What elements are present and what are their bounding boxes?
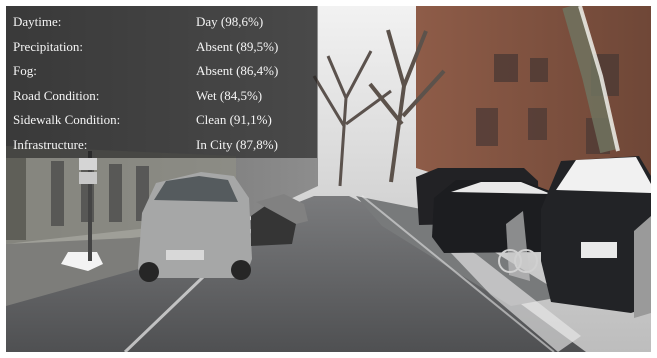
daytime-value: Day (98,6%): [196, 14, 264, 29]
road-condition-value: Wet (84,5%): [196, 87, 263, 103]
classification-row-daytime: Daytime: Day (98,6%): [6, 13, 317, 38]
classification-row-precipitation: Precipitation: Absent (89,5%): [6, 38, 317, 63]
classification-row-infrastructure: Infrastructure: In City (87,8%): [6, 136, 317, 161]
sidewalk-condition-label: Sidewalk Condition:: [13, 112, 121, 128]
street-scene-image: [6, 6, 651, 352]
fog-label: Fog:: [13, 63, 37, 79]
street-photo-frame: Daytime: Day (98,6%) Precipitation: Abse…: [6, 6, 651, 352]
sidewalk-condition-value: Clean (91,1%): [196, 112, 272, 128]
infrastructure-value: In City (87,8%): [196, 136, 278, 152]
classification-overlay: Daytime: Day (98,6%) Precipitation: Abse…: [6, 6, 317, 158]
daytime-label: Daytime:: [13, 14, 62, 29]
classification-row-fog: Fog: Absent (86,4%): [6, 62, 317, 87]
classification-row-sidewalk-condition: Sidewalk Condition: Clean (91,1%): [6, 111, 317, 136]
road-condition-label: Road Condition:: [13, 87, 100, 103]
precipitation-value: Absent (89,5%): [196, 38, 279, 54]
precipitation-label: Precipitation:: [13, 38, 84, 54]
fog-value: Absent (86,4%): [196, 63, 279, 79]
classification-row-road-condition: Road Condition: Wet (84,5%): [6, 87, 317, 112]
infrastructure-label: Infrastructure:: [13, 136, 88, 152]
